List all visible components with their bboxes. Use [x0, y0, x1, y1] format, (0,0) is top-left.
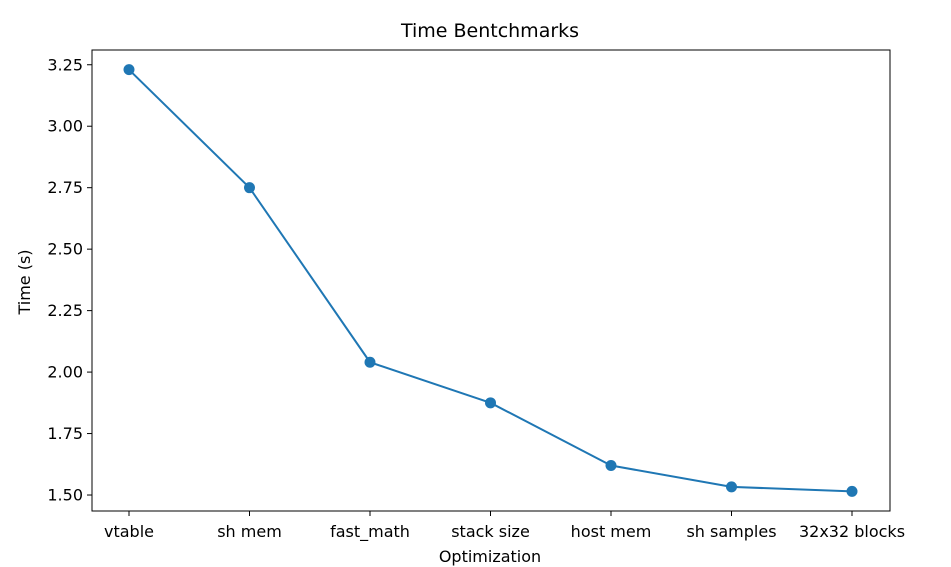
- x-tick-label: stack size: [451, 522, 530, 541]
- x-axis-label: Optimization: [439, 547, 541, 566]
- series-layer: [123, 64, 858, 497]
- data-point: [364, 356, 376, 368]
- y-tick-label: 2.00: [47, 363, 83, 382]
- x-tick-label: host mem: [571, 522, 652, 541]
- data-point: [123, 64, 135, 76]
- x-tick-label: vtable: [104, 522, 154, 541]
- y-axis-label: Time (s): [15, 249, 34, 315]
- y-tick-label: 2.50: [47, 240, 83, 259]
- x-tick-label: sh samples: [686, 522, 776, 541]
- y-tick-label: 1.75: [47, 424, 83, 443]
- data-point: [846, 485, 858, 497]
- y-tick-label: 3.00: [47, 117, 83, 136]
- y-tick-label: 3.25: [47, 55, 83, 74]
- plot-frame: [91, 49, 891, 512]
- y-tick-label: 2.25: [47, 301, 83, 320]
- x-tick-label: fast_math: [330, 522, 410, 542]
- data-point: [485, 397, 496, 409]
- data-point: [244, 182, 255, 194]
- plot-area: [91, 49, 891, 512]
- chart-title: Time Bentchmarks: [400, 20, 579, 42]
- y-tick-label: 2.75: [47, 178, 83, 197]
- x-axis-ticks: vtable sh mem fast_math stack size host mem s…: [104, 511, 905, 542]
- y-tick-label: 1.50: [47, 486, 83, 505]
- data-point: [726, 481, 737, 493]
- x-tick-label: 32x32 blocks: [799, 522, 905, 541]
- data-point: [605, 460, 617, 472]
- x-tick-label: sh mem: [217, 522, 282, 541]
- y-axis-ticks: 1.50 1.75 2.00 2.25 2.50 2.75 3.00 3.25: [47, 55, 92, 505]
